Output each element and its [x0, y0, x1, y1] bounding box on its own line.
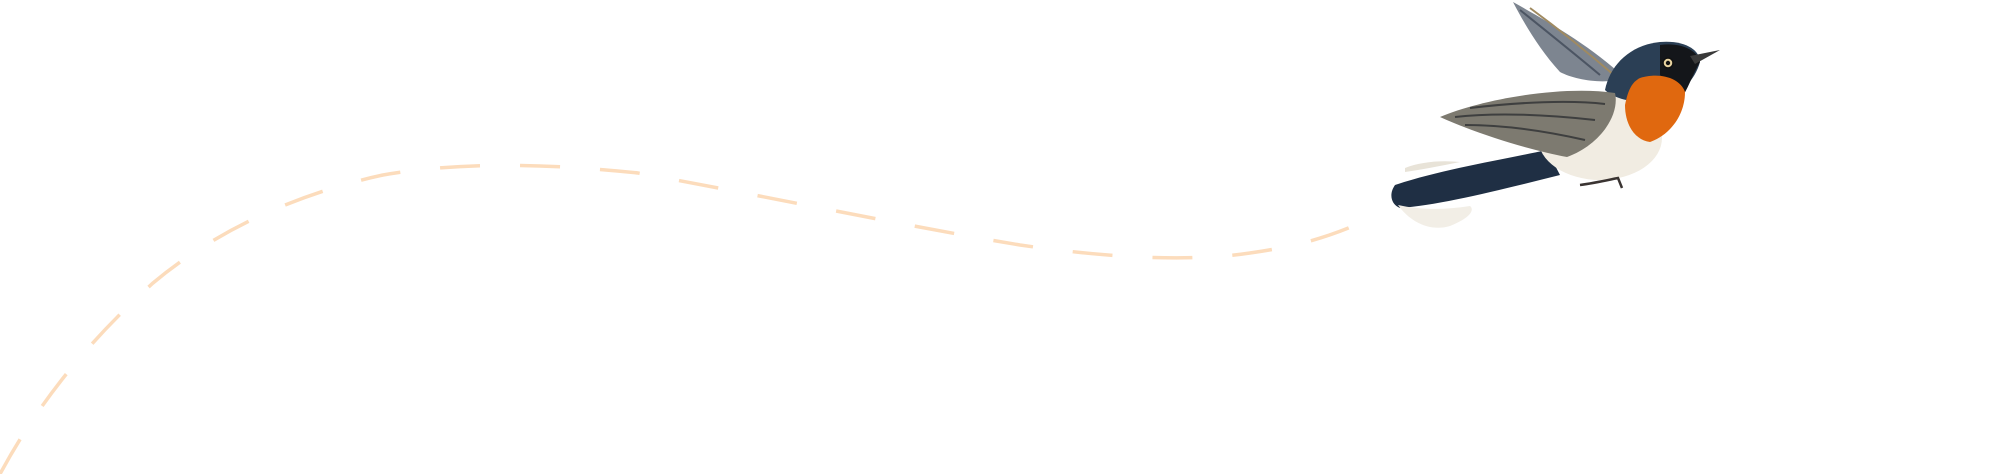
bird-icon [1391, 2, 1720, 228]
flight-path-dashed-line [0, 163, 1359, 474]
